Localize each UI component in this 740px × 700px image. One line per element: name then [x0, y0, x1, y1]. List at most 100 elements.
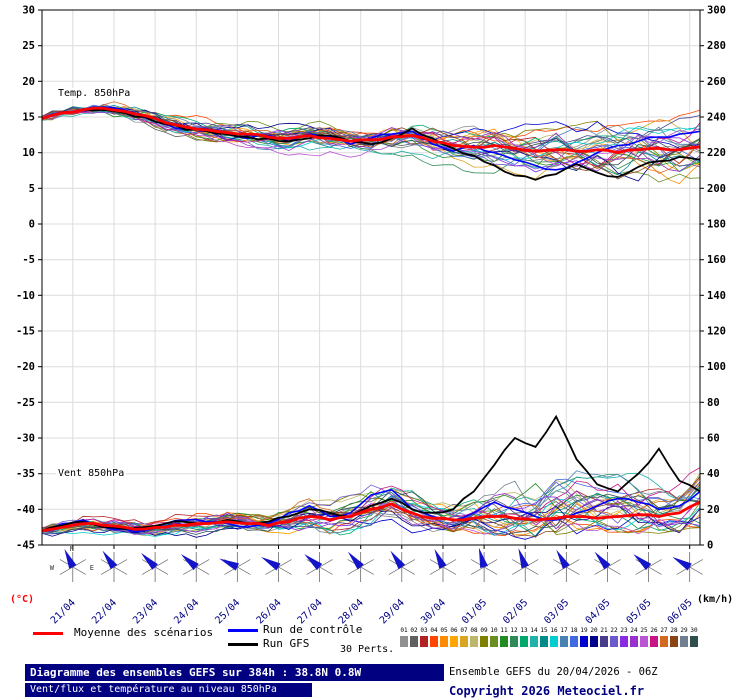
left-axis-unit: (°C): [10, 594, 35, 605]
pert-number-label: 01: [400, 627, 408, 634]
date-label: 22/04: [90, 597, 119, 625]
pert-color-swatch: [410, 636, 418, 647]
right-tick-label: 120: [707, 326, 726, 338]
mean-temp-line: [41, 106, 701, 155]
pert-number-label: 30: [690, 627, 698, 634]
right-tick-label: 20: [707, 504, 720, 516]
wind-series-label: Vent 850hPa: [56, 468, 127, 479]
date-label: 27/04: [296, 597, 325, 625]
temp-series-label: Temp. 850hPa: [56, 88, 133, 99]
pert-color-swatch: [500, 636, 508, 647]
date-label: 26/04: [255, 597, 284, 625]
left-tick-label: -45: [16, 540, 35, 552]
pert-column: 02: [409, 627, 419, 647]
pert-number-label: 19: [580, 627, 588, 634]
date-label: 01/05: [460, 597, 489, 625]
pert-number-label: 25: [640, 627, 648, 634]
control-line-swatch: [228, 629, 258, 632]
compass-w-label: W: [50, 564, 55, 572]
plot-frame: [41, 9, 701, 546]
compass-n-label: N: [70, 545, 74, 553]
mean-wind-line: [41, 500, 701, 533]
left-tick-label: 5: [29, 183, 35, 195]
pert-color-swatch: [400, 636, 408, 647]
date-label: 30/04: [419, 597, 448, 625]
pert-column: 18: [569, 627, 579, 647]
footer-subtitle-bar: Vent/flux et température au niveau 850hP…: [25, 683, 312, 697]
pert-number-label: 06: [450, 627, 458, 634]
pert-number-label: 11: [500, 627, 508, 634]
left-tick-label: -15: [16, 326, 35, 338]
barb-star: [100, 559, 128, 575]
right-tick-label: 280: [707, 40, 726, 52]
pert-color-swatch: [630, 636, 638, 647]
wind-barb-icon: [347, 551, 364, 570]
pert-number-label: 23: [620, 627, 628, 634]
pert-column: 12: [509, 627, 519, 647]
pert-color-strip: 01 02 03 04 05 06 07 08 09 10 11 12 13 14 15 16 17 18 19 20…: [399, 627, 699, 647]
barb-star: [59, 559, 86, 575]
date-label: 21/04: [49, 597, 78, 625]
pert-column: 08: [469, 627, 479, 647]
pert-color-swatch: [420, 636, 428, 647]
left-tick-label: -10: [16, 290, 35, 302]
perts-legend-label: 30 Perts.: [340, 644, 395, 655]
pert-column: 01: [399, 627, 409, 647]
left-tick-label: -20: [16, 361, 35, 373]
wind-barb-icon: [633, 554, 652, 571]
date-label: 25/04: [213, 597, 242, 625]
copyright-text: Copyright 2026 Meteociel.fr: [449, 684, 645, 698]
wind-barb-icon: [390, 550, 406, 570]
pert-color-swatch: [570, 636, 578, 647]
wind-barb-icon: [556, 549, 570, 569]
wind-barb-icon: [672, 557, 692, 571]
left-tick-label: 20: [22, 76, 35, 88]
pert-color-swatch: [540, 636, 548, 647]
pert-column: 25: [639, 627, 649, 647]
pert-color-swatch: [460, 636, 468, 647]
date-label: 24/04: [172, 597, 201, 625]
pert-number-label: 07: [460, 627, 468, 634]
right-tick-label: 40: [707, 468, 720, 480]
right-tick-label: 80: [707, 397, 720, 409]
pert-color-swatch: [600, 636, 608, 647]
pert-color-swatch: [610, 636, 618, 647]
date-label: 29/04: [378, 597, 407, 625]
pert-number-label: 10: [490, 627, 498, 634]
date-label: 02/05: [501, 597, 530, 625]
pert-color-swatch: [550, 636, 558, 647]
pert-column: 22: [609, 627, 619, 647]
pert-color-swatch: [530, 636, 538, 647]
wind-barb-icon: [518, 548, 529, 569]
date-label: 28/04: [337, 597, 366, 625]
pert-column: 30: [689, 627, 699, 647]
pert-column: 05: [439, 627, 449, 647]
gfs-legend-label: Run GFS: [263, 637, 310, 650]
pert-column: 06: [449, 627, 459, 647]
compass-e-label: E: [90, 564, 94, 572]
date-label: 05/05: [625, 597, 654, 625]
pert-column: 09: [479, 627, 489, 647]
member-wind-line: [41, 467, 701, 529]
left-tick-label: -25: [16, 397, 35, 409]
right-tick-label: 240: [707, 112, 726, 124]
barb-star: [224, 559, 251, 575]
date-label: 04/05: [584, 597, 613, 625]
pert-number-label: 28: [670, 627, 678, 634]
gfs-temp-line: [41, 108, 701, 181]
pert-column: 11: [499, 627, 509, 647]
pert-column: 29: [679, 627, 689, 647]
wind-barb-icon: [141, 552, 158, 570]
pert-column: 26: [649, 627, 659, 647]
pert-color-swatch: [510, 636, 518, 647]
pert-color-swatch: [470, 636, 478, 647]
date-label: 03/05: [542, 597, 571, 625]
date-label: 06/05: [666, 597, 695, 625]
pert-number-label: 29: [680, 627, 688, 634]
wind-barb-icon: [594, 551, 611, 570]
pert-number-label: 21: [600, 627, 608, 634]
pert-color-swatch: [430, 636, 438, 647]
gfs-wind-line: [41, 414, 701, 532]
right-tick-label: 300: [707, 5, 726, 17]
